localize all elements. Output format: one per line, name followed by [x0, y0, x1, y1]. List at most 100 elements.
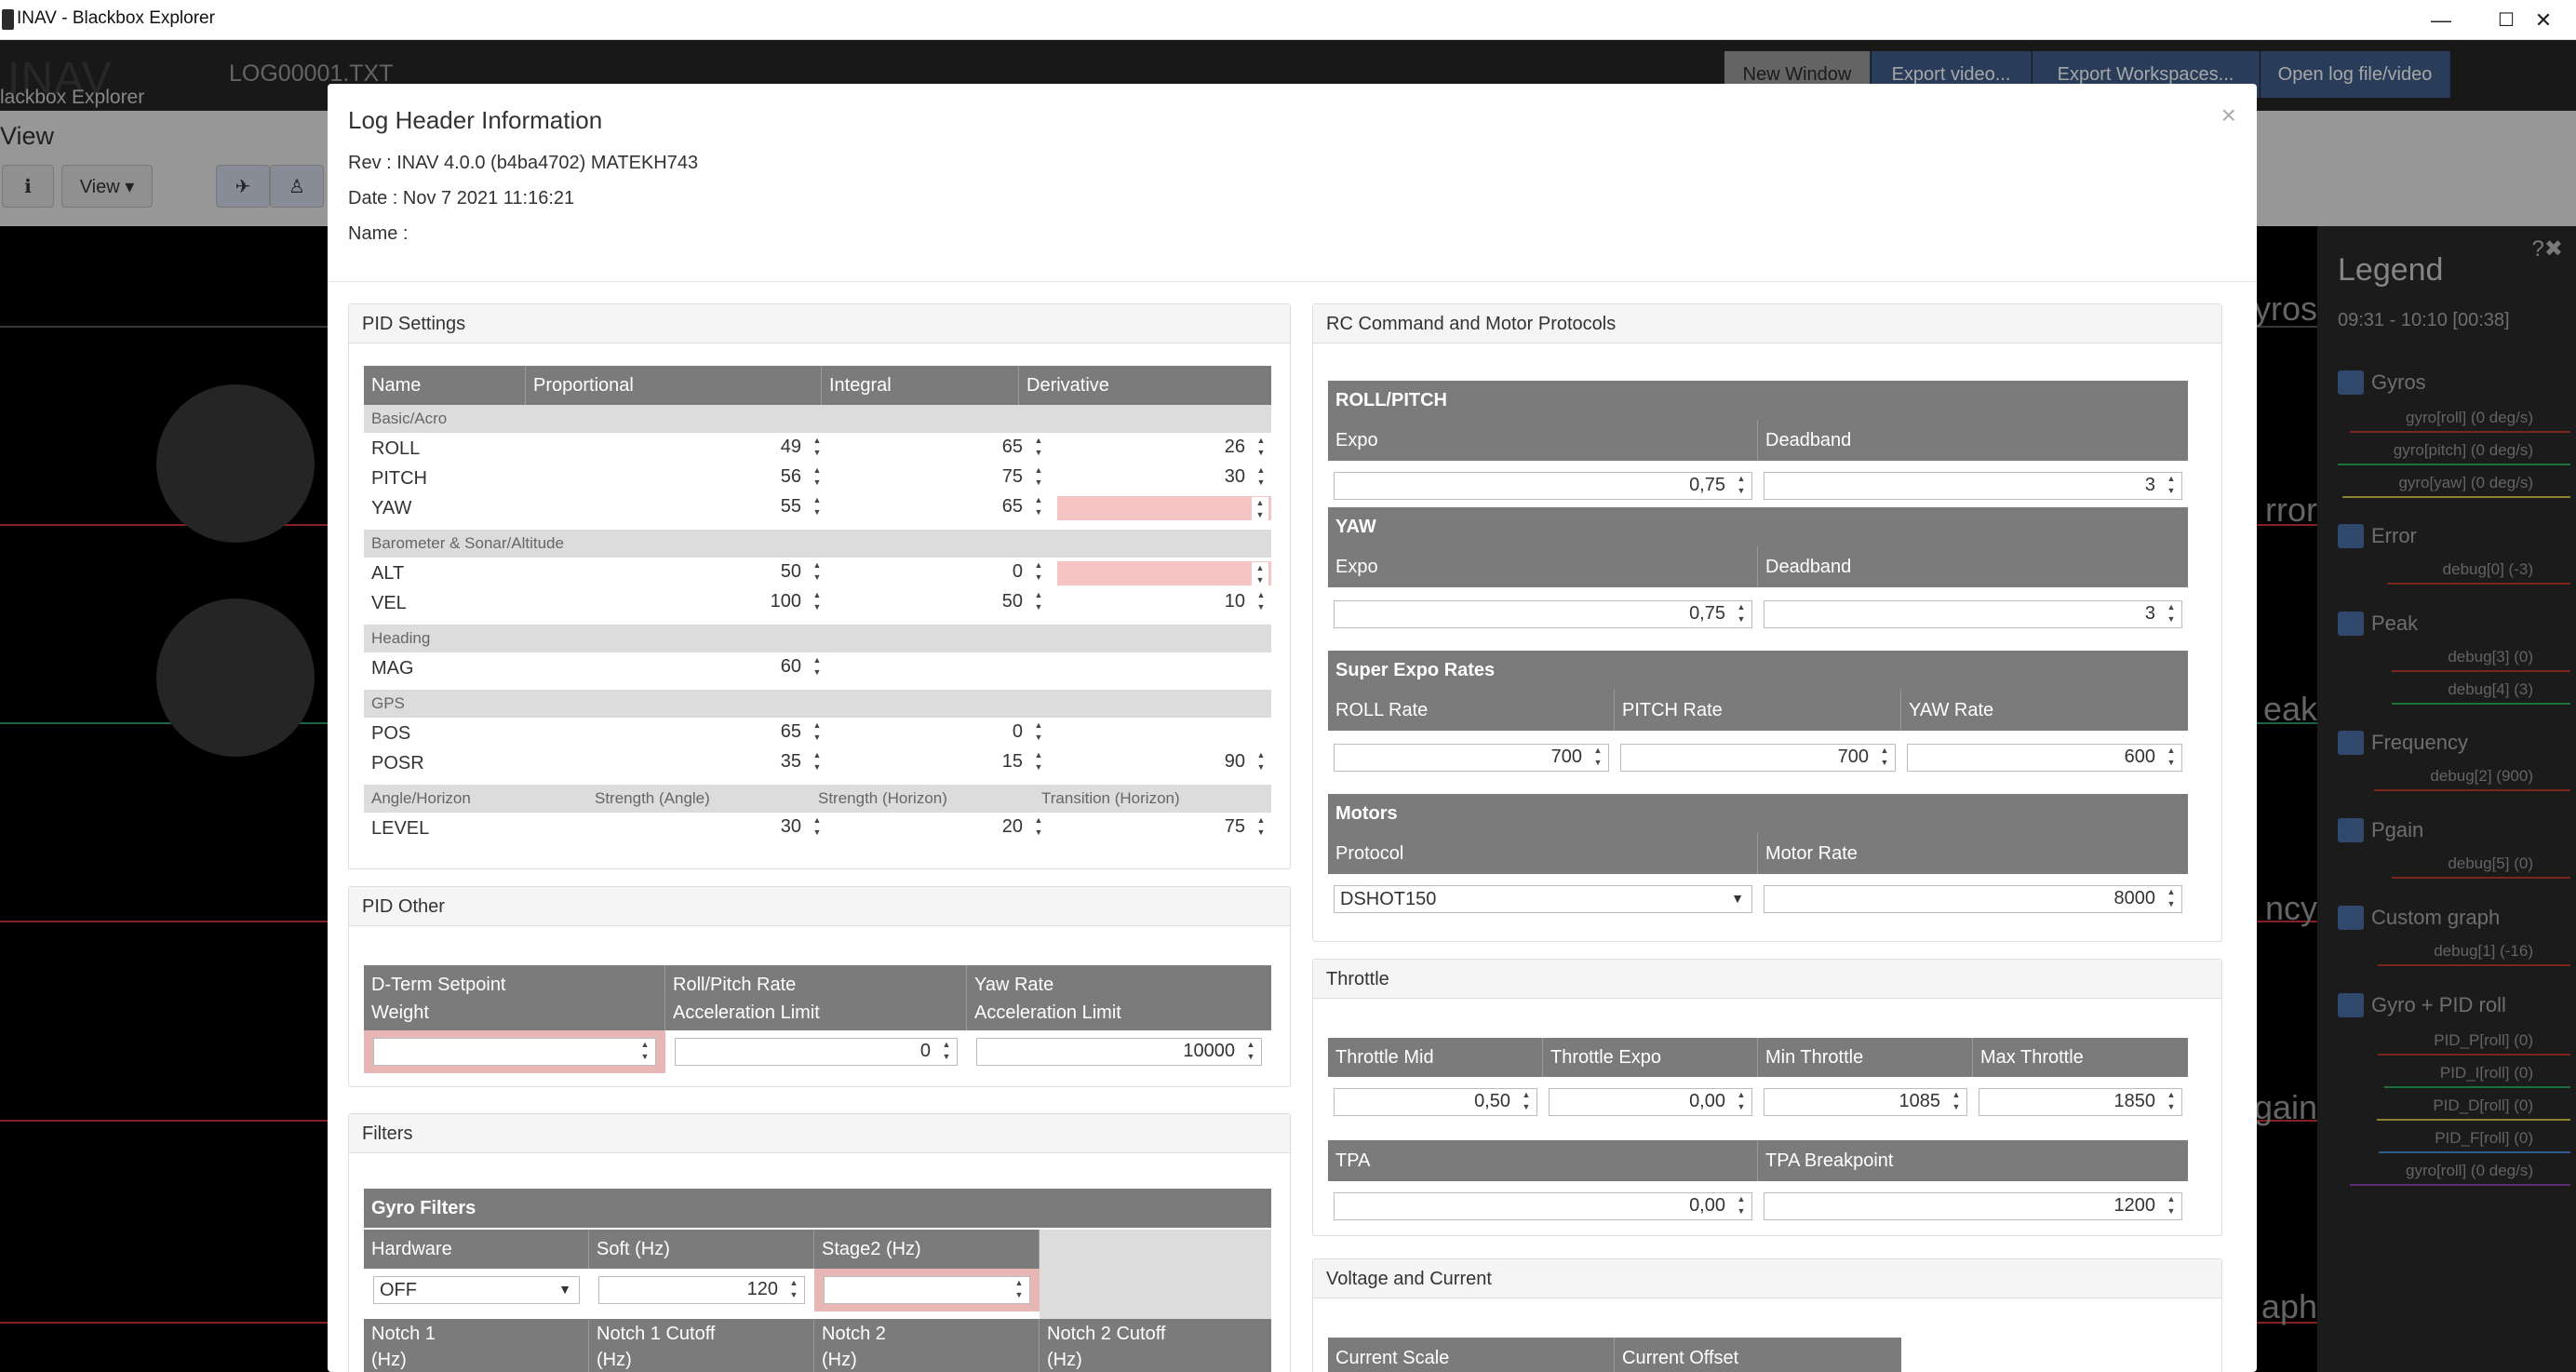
legend-item[interactable]: debug[5] (0): [2392, 854, 2570, 879]
posr-i-input[interactable]: 15 ▲ ▼: [831, 749, 1049, 777]
spinner-icon[interactable]: ▲ ▼: [1256, 815, 1266, 837]
group-toggle[interactable]: [2338, 993, 2364, 1017]
spinner-icon[interactable]: ▲ ▼: [1593, 746, 1603, 767]
spinner-icon[interactable]: ▲ ▼: [1737, 474, 1746, 495]
alt-p-input[interactable]: 50 ▲ ▼: [610, 559, 827, 587]
pitch-p-input[interactable]: 56 ▲ ▼: [610, 464, 827, 492]
group-toggle[interactable]: [2338, 524, 2364, 548]
legend-group-gyros[interactable]: Gyros: [2338, 370, 2426, 395]
yaw-expo-input[interactable]: 0,75 ▲ ▼: [1334, 600, 1752, 628]
pos-i-input[interactable]: 0 ▲ ▼: [831, 720, 1049, 747]
dterm-setpoint-weight-input[interactable]: ▲ ▼: [373, 1038, 656, 1066]
spinner-icon[interactable]: ▲ ▼: [1034, 720, 1043, 742]
spinner-icon[interactable]: ▲ ▼: [1880, 746, 1889, 767]
roll-d-input[interactable]: 26 ▲ ▼: [1053, 435, 1271, 463]
spinner-icon[interactable]: ▲ ▼: [1034, 560, 1043, 582]
alt-d-input[interactable]: ▲ ▼: [1057, 561, 1271, 588]
tpa-input[interactable]: 0,00 ▲ ▼: [1334, 1192, 1752, 1220]
spinner-icon[interactable]: ▲ ▼: [1034, 436, 1043, 457]
hardware-filter-select[interactable]: OFF ▼: [373, 1276, 580, 1304]
roll-pitch-expo-input[interactable]: 0,75 ▲ ▼: [1334, 472, 1752, 500]
pilot-mode-button[interactable]: ♙: [270, 165, 324, 208]
spinner-icon[interactable]: ▲ ▼: [2167, 746, 2176, 767]
roll-rate-input[interactable]: 700 ▲ ▼: [1334, 744, 1609, 772]
max-throttle-input[interactable]: 1850 ▲ ▼: [1979, 1088, 2182, 1116]
motor-rate-input[interactable]: 8000 ▲ ▼: [1764, 885, 2182, 913]
close-window-button[interactable]: ✕: [2534, 7, 2553, 32]
spinner-icon[interactable]: ▲ ▼: [1952, 1090, 1961, 1111]
group-toggle[interactable]: [2338, 370, 2364, 395]
spinner-icon[interactable]: ▲ ▼: [1246, 1040, 1255, 1061]
legend-item[interactable]: PID_F[roll] (0): [2379, 1129, 2570, 1153]
spinner-icon[interactable]: ▲ ▼: [812, 750, 822, 772]
min-throttle-input[interactable]: 1085 ▲ ▼: [1764, 1088, 1967, 1116]
stage2-filter-input[interactable]: ▲ ▼: [824, 1276, 1030, 1304]
yaw-d-input[interactable]: ▲ ▼: [1057, 496, 1271, 523]
modal-close-button[interactable]: ×: [2220, 101, 2236, 129]
legend-item[interactable]: gyro[yaw] (0 deg/s): [2342, 474, 2570, 498]
spinner-icon[interactable]: ▲ ▼: [1256, 590, 1266, 612]
spinner-icon[interactable]: ▲ ▼: [1034, 750, 1043, 772]
spinner-icon[interactable]: ▲ ▼: [1256, 465, 1266, 487]
vel-d-input[interactable]: 10 ▲ ▼: [1053, 589, 1271, 617]
motor-protocol-select[interactable]: DSHOT150 ▼: [1334, 885, 1752, 913]
legend-controls[interactable]: ?✖: [2531, 236, 2563, 262]
level-horizon-input[interactable]: 20 ▲ ▼: [831, 814, 1049, 842]
spinner-icon[interactable]: ▲ ▼: [1252, 562, 1268, 588]
roll-i-input[interactable]: 65 ▲ ▼: [831, 435, 1049, 463]
spinner-icon[interactable]: ▲ ▼: [1737, 602, 1746, 624]
alt-i-input[interactable]: 0 ▲ ▼: [831, 559, 1049, 587]
pitch-rate-input[interactable]: 700 ▲ ▼: [1620, 744, 1896, 772]
roll-p-input[interactable]: 49 ▲ ▼: [610, 435, 827, 463]
legend-item[interactable]: debug[0] (-3): [2386, 560, 2571, 585]
airplane-mode-button[interactable]: ✈: [216, 165, 270, 208]
vel-i-input[interactable]: 50 ▲ ▼: [831, 589, 1049, 617]
group-toggle[interactable]: [2338, 612, 2364, 636]
spinner-icon[interactable]: ▲ ▼: [812, 590, 822, 612]
group-toggle[interactable]: [2338, 731, 2364, 755]
tpa-breakpoint-input[interactable]: 1200 ▲ ▼: [1764, 1192, 2182, 1220]
spinner-icon[interactable]: ▲ ▼: [1034, 815, 1043, 837]
legend-item[interactable]: PID_P[roll] (0): [2378, 1031, 2570, 1056]
posr-d-input[interactable]: 90 ▲ ▼: [1053, 749, 1271, 777]
legend-group-frequency[interactable]: Frequency: [2338, 731, 2468, 755]
spinner-icon[interactable]: ▲ ▼: [789, 1278, 798, 1299]
spinner-icon[interactable]: ▲ ▼: [1014, 1278, 1024, 1299]
legend-item[interactable]: PID_I[roll] (0): [2383, 1064, 2571, 1088]
spinner-icon[interactable]: ▲ ▼: [1034, 495, 1043, 517]
mag-p-input[interactable]: 60 ▲ ▼: [610, 654, 827, 682]
info-button[interactable]: ℹ: [2, 165, 54, 208]
legend-item[interactable]: gyro[pitch] (0 deg/s): [2337, 441, 2571, 465]
view-dropdown[interactable]: View ▾: [61, 165, 153, 208]
spinner-icon[interactable]: ▲ ▼: [2167, 602, 2176, 624]
spinner-icon[interactable]: ▲ ▼: [1256, 436, 1266, 457]
legend-item[interactable]: PID_D[roll] (0): [2377, 1096, 2570, 1121]
group-toggle[interactable]: [2338, 818, 2364, 842]
legend-group-error[interactable]: Error: [2338, 524, 2417, 548]
spinner-icon[interactable]: ▲ ▼: [942, 1040, 951, 1061]
spinner-icon[interactable]: ▲ ▼: [812, 465, 822, 487]
spinner-icon[interactable]: ▲ ▼: [812, 655, 822, 677]
spinner-icon[interactable]: ▲ ▼: [1737, 1090, 1746, 1111]
legend-group-peak[interactable]: Peak: [2338, 612, 2418, 636]
soft-filter-input[interactable]: 120 ▲ ▼: [598, 1276, 805, 1304]
spinner-icon[interactable]: ▲ ▼: [2167, 887, 2176, 908]
throttle-expo-input[interactable]: 0,00 ▲ ▼: [1549, 1088, 1752, 1116]
legend-item[interactable]: debug[1] (-16): [2378, 942, 2570, 966]
group-toggle[interactable]: [2338, 906, 2364, 930]
spinner-icon[interactable]: ▲ ▼: [2167, 1194, 2176, 1216]
spinner-icon[interactable]: ▲ ▼: [1256, 750, 1266, 772]
roll-pitch-accel-limit-input[interactable]: 0 ▲ ▼: [675, 1038, 958, 1066]
level-transition-input[interactable]: 75 ▲ ▼: [1053, 814, 1271, 842]
spinner-icon[interactable]: ▲ ▼: [640, 1040, 650, 1061]
spinner-icon[interactable]: ▲ ▼: [812, 495, 822, 517]
spinner-icon[interactable]: ▲ ▼: [1252, 497, 1268, 523]
maximize-button[interactable]: ☐: [2498, 10, 2515, 31]
spinner-icon[interactable]: ▲ ▼: [2167, 1090, 2176, 1111]
level-angle-input[interactable]: 30 ▲ ▼: [610, 814, 827, 842]
yaw-p-input[interactable]: 55 ▲ ▼: [610, 494, 827, 522]
legend-item[interactable]: debug[2] (900): [2374, 767, 2570, 791]
legend-item[interactable]: debug[4] (3): [2392, 680, 2570, 705]
spinner-icon[interactable]: ▲ ▼: [812, 815, 822, 837]
spinner-icon[interactable]: ▲ ▼: [812, 436, 822, 457]
